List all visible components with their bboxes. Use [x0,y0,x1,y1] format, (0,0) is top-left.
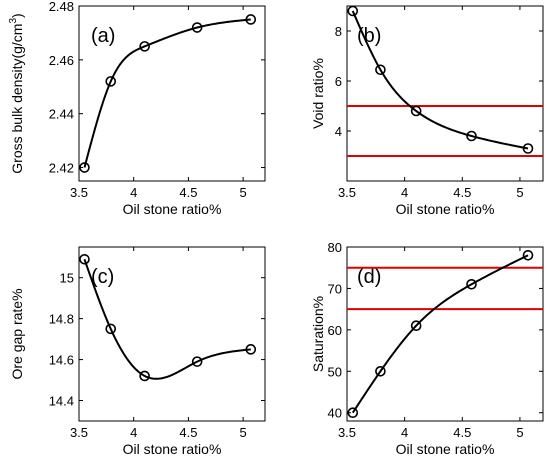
data-point [410,105,422,117]
y-tick-label: 8 [335,24,342,39]
axes-box [346,5,544,182]
axes-box [78,5,266,182]
data-point [410,320,422,332]
y-axis-label: Gross bulk density(g/cm3) [8,13,25,173]
data-point [79,162,90,173]
panel-d: 3.5 4 4.5 5 40 50 60 70 80 Oil stone ratio% Satura… [310,240,544,457]
y-tick-label: 70 [328,281,342,296]
x-axis-label: Oil stone ratio% [396,201,495,217]
y-axis-label-text: Void ratio% [310,58,326,129]
x-tick-label: 4 [130,425,137,440]
y-axis-label: Ore gap rate% [9,288,25,379]
x-tick-label: 5 [240,425,247,440]
y-tick-label: 2.46 [49,53,74,68]
series-line [351,254,529,414]
y-axis-label-text: Ore gap rate% [9,288,25,379]
y-tick-label: 2.42 [49,161,74,176]
data-point [139,370,150,382]
y-tick-label: 50 [328,364,342,379]
y-axis-label-text: Saturation% [310,296,326,372]
data-point [522,143,534,154]
data-point [347,407,359,419]
x-axis-label: Oil stone ratio% [123,441,222,457]
data-point [375,365,386,377]
y-axis-label-text: Gross bulk density(g/cm [9,24,25,174]
x-tick-label: 4 [401,185,408,200]
y-tick-label: 15 [60,271,74,286]
data-point [466,278,477,290]
x-axis-label: Oil stone ratio% [123,201,222,217]
y-tick-label: 40 [328,406,342,421]
data-point [245,14,257,25]
panel-label: (c) [91,266,114,288]
y-axis-label: Void ratio% [310,58,326,129]
axes-box [78,246,266,422]
panel-a: 3.5 4 4.5 5 2.42 2.44 2.46 2.48 Oil stone ratio%… [8,0,266,217]
x-tick-label: 4.5 [453,425,471,440]
data-point [522,249,534,261]
x-tick-label: 3.5 [338,185,356,200]
data-point [466,130,477,142]
data-point [139,41,150,52]
series-line [83,18,251,168]
axes-box [346,246,544,422]
x-tick-label: 5 [516,185,523,200]
y-axis-label: Saturation% [310,296,326,372]
series-line [83,258,251,380]
y-tick-label: 6 [335,74,342,89]
x-tick-label: 5 [516,425,523,440]
x-axis-label: Oil stone ratio% [396,441,495,457]
panel-c: 3.5 4 4.5 5 14.4 14.6 14.8 15 Oil stone ratio% Or… [9,246,266,457]
x-tick-label: 5 [240,185,247,200]
y-axis-label-superscript: 3 [8,18,19,24]
y-tick-label: 14.4 [49,394,74,409]
y-tick-label: 2.44 [49,107,74,122]
panel-label: (a) [91,25,115,47]
data-point [245,344,257,355]
y-tick-label: 14.8 [49,312,74,327]
data-point [105,76,117,87]
x-tick-label: 3.5 [338,425,356,440]
panel-label: (b) [357,25,381,47]
x-tick-label: 4.5 [453,185,471,200]
data-point [347,5,359,17]
y-tick-label: 4 [335,124,342,139]
x-tick-label: 3.5 [70,185,88,200]
data-point [79,253,90,265]
panel-label: (d) [357,266,381,288]
series-line [351,10,529,150]
data-point [375,64,386,76]
y-tick-label: 80 [328,240,342,255]
y-tick-label: 14.6 [49,353,74,368]
x-tick-label: 3.5 [70,425,88,440]
x-tick-label: 4.5 [179,425,197,440]
x-tick-label: 4 [130,185,137,200]
y-tick-label: 2.48 [49,0,74,14]
data-point [105,323,117,335]
data-point [191,356,203,367]
x-tick-label: 4.5 [179,185,197,200]
data-point [191,22,203,33]
x-tick-label: 4 [401,425,408,440]
y-tick-label: 60 [328,323,342,338]
y-axis-label-end: ) [9,13,25,18]
panel-b: 3.5 4 4.5 5 4 6 8 Oil stone ratio% Void ratio% (b… [310,5,544,217]
